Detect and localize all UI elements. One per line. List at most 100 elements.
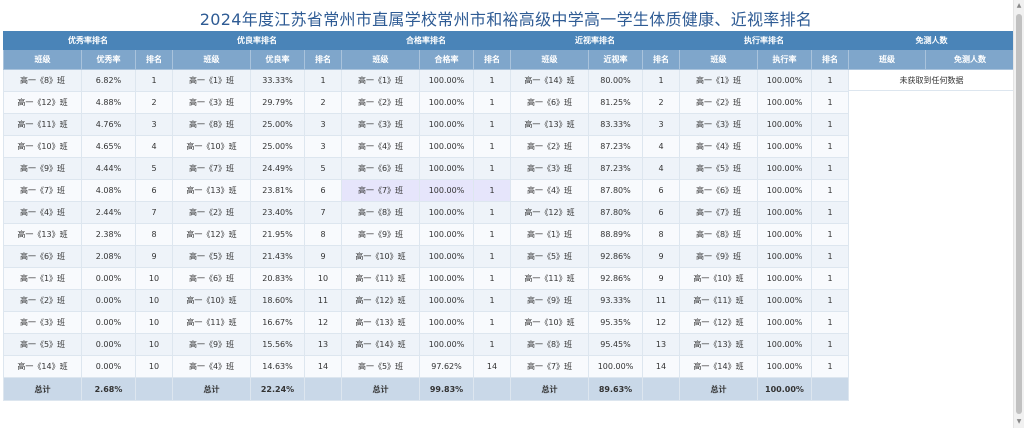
excellent-col-rate[interactable]: 优秀率 (81, 49, 136, 70)
table-row[interactable]: 高一《8》班 25.00% 3 (172, 113, 343, 136)
table-row[interactable]: 高一《13》班 100.00% 1 (341, 311, 512, 334)
table-row[interactable]: 高一《12》班 21.95% 8 (172, 223, 343, 246)
table-row[interactable]: 高一《7》班 100.00% 14 (510, 355, 681, 378)
table-row[interactable]: 高一《10》班 100.00% 1 (679, 267, 850, 290)
table-row[interactable]: 高一《13》班 100.00% 1 (679, 333, 850, 356)
table-row[interactable]: 高一《3》班 87.23% 4 (510, 157, 681, 180)
table-row[interactable]: 高一《7》班 100.00% 1 (341, 179, 512, 202)
table-row[interactable]: 高一《7》班 24.49% 5 (172, 157, 343, 180)
table-row[interactable]: 高一《3》班 100.00% 1 (341, 113, 512, 136)
table-row[interactable]: 高一《14》班 100.00% 1 (679, 355, 850, 378)
table-row[interactable]: 高一《7》班 100.00% 1 (679, 201, 850, 224)
table-row[interactable]: 高一《14》班 80.00% 1 (510, 69, 681, 92)
table-row[interactable]: 高一《6》班 100.00% 1 (341, 157, 512, 180)
table-row[interactable]: 高一《2》班 100.00% 1 (679, 91, 850, 114)
table-row[interactable]: 高一《5》班 21.43% 9 (172, 245, 343, 268)
table-row[interactable]: 高一《4》班 14.63% 14 (172, 355, 343, 378)
table-row[interactable]: 高一《6》班 100.00% 1 (679, 179, 850, 202)
good-col-rate[interactable]: 优良率 (250, 49, 305, 70)
table-row[interactable]: 高一《4》班 100.00% 1 (679, 135, 850, 158)
table-row[interactable]: 高一《4》班 100.00% 1 (341, 135, 512, 158)
table-row[interactable]: 高一《9》班 100.00% 1 (679, 245, 850, 268)
table-row[interactable]: 高一《6》班 81.25% 2 (510, 91, 681, 114)
table-row[interactable]: 高一《11》班 92.86% 9 (510, 267, 681, 290)
execution-col-rate[interactable]: 执行率 (757, 49, 812, 70)
table-row[interactable]: 高一《11》班 100.00% 1 (679, 289, 850, 312)
table-row[interactable]: 高一《11》班 100.00% 1 (341, 267, 512, 290)
table-row[interactable]: 高一《9》班 4.44% 5 (3, 157, 174, 180)
table-row[interactable]: 高一《9》班 15.56% 13 (172, 333, 343, 356)
table-row[interactable]: 高一《5》班 92.86% 9 (510, 245, 681, 268)
table-row[interactable]: 高一《11》班 4.76% 3 (3, 113, 174, 136)
execution-col-rank[interactable]: 排名 (810, 49, 850, 70)
table-row[interactable]: 高一《1》班 100.00% 1 (679, 69, 850, 92)
class-cell: 高一《2》班 (679, 91, 758, 114)
scroll-down-icon[interactable]: ▼ (1016, 418, 1022, 425)
table-row[interactable]: 高一《8》班 6.82% 1 (3, 69, 174, 92)
table-row[interactable]: 高一《6》班 20.83% 10 (172, 267, 343, 290)
table-row[interactable]: 高一《1》班 88.89% 8 (510, 223, 681, 246)
table-row[interactable]: 高一《5》班 97.62% 14 (341, 355, 512, 378)
table-row[interactable]: 高一《14》班 100.00% 1 (341, 333, 512, 356)
myopia-col-rate[interactable]: 近视率 (588, 49, 643, 70)
table-row[interactable]: 高一《7》班 4.08% 6 (3, 179, 174, 202)
rank-cell: 4 (641, 157, 681, 180)
table-row[interactable]: 高一《13》班 23.81% 6 (172, 179, 343, 202)
exempt-col-count[interactable]: 免测人数 (925, 49, 1015, 70)
table-row[interactable]: 高一《10》班 18.60% 11 (172, 289, 343, 312)
excellent-col-rank[interactable]: 排名 (134, 49, 174, 70)
table-row[interactable]: 高一《13》班 2.38% 8 (3, 223, 174, 246)
rate-cell: 100.00% (419, 91, 474, 114)
excellent-col-class[interactable]: 班级 (3, 49, 82, 70)
table-row[interactable]: 高一《10》班 95.35% 12 (510, 311, 681, 334)
table-row[interactable]: 高一《14》班 0.00% 10 (3, 355, 174, 378)
myopia-col-rank[interactable]: 排名 (641, 49, 681, 70)
table-row[interactable]: 高一《2》班 100.00% 1 (341, 91, 512, 114)
table-row[interactable]: 高一《10》班 100.00% 1 (341, 245, 512, 268)
table-row[interactable]: 高一《10》班 25.00% 3 (172, 135, 343, 158)
table-row[interactable]: 高一《5》班 0.00% 10 (3, 333, 174, 356)
vertical-scrollbar[interactable]: ▲ ▼ (1013, 0, 1024, 428)
table-row[interactable]: 高一《4》班 2.44% 7 (3, 201, 174, 224)
table-row[interactable]: 高一《2》班 87.23% 4 (510, 135, 681, 158)
pass-col-class[interactable]: 班级 (341, 49, 420, 70)
pass-col-rank[interactable]: 排名 (472, 49, 512, 70)
table-row[interactable]: 高一《1》班 100.00% 1 (341, 69, 512, 92)
good-col-class[interactable]: 班级 (172, 49, 251, 70)
table-row[interactable]: 高一《2》班 23.40% 7 (172, 201, 343, 224)
table-row[interactable]: 高一《12》班 87.80% 6 (510, 201, 681, 224)
table-row[interactable]: 高一《2》班 0.00% 10 (3, 289, 174, 312)
table-row[interactable]: 高一《3》班 0.00% 10 (3, 311, 174, 334)
myopia-col-class[interactable]: 班级 (510, 49, 589, 70)
rank-cell: 1 (472, 245, 512, 268)
table-row[interactable]: 高一《3》班 100.00% 1 (679, 113, 850, 136)
rate-cell: 4.65% (81, 135, 136, 158)
table-row[interactable]: 高一《12》班 100.00% 1 (679, 311, 850, 334)
table-row[interactable]: 高一《12》班 100.00% 1 (341, 289, 512, 312)
table-row[interactable]: 高一《11》班 16.67% 12 (172, 311, 343, 334)
execution-col-class[interactable]: 班级 (679, 49, 758, 70)
rate-cell: 100.00% (757, 289, 812, 312)
table-row[interactable]: 高一《12》班 4.88% 2 (3, 91, 174, 114)
table-row[interactable]: 高一《1》班 33.33% 1 (172, 69, 343, 92)
table-row[interactable]: 高一《5》班 100.00% 1 (679, 157, 850, 180)
table-row[interactable]: 高一《9》班 93.33% 11 (510, 289, 681, 312)
table-row[interactable]: 高一《8》班 95.45% 13 (510, 333, 681, 356)
scroll-thumb[interactable] (1016, 14, 1022, 414)
table-row[interactable]: 高一《10》班 4.65% 4 (3, 135, 174, 158)
table-row[interactable]: 高一《1》班 0.00% 10 (3, 267, 174, 290)
rank-cell: 6 (641, 201, 681, 224)
scroll-up-icon[interactable]: ▲ (1016, 2, 1022, 9)
table-row[interactable]: 高一《4》班 87.80% 6 (510, 179, 681, 202)
empty-message: 未获取到任何数据 (848, 69, 1015, 91)
good-table: 优良率排名 班级 优良率 排名 高一《1》班 33.33% 1 高一《3》班 29.79% 2 高一… (171, 31, 343, 401)
table-row[interactable]: 高一《13》班 83.33% 3 (510, 113, 681, 136)
table-row[interactable]: 高一《8》班 100.00% 1 (341, 201, 512, 224)
table-row[interactable]: 高一《9》班 100.00% 1 (341, 223, 512, 246)
pass-col-rate[interactable]: 合格率 (419, 49, 474, 70)
good-col-rank[interactable]: 排名 (303, 49, 343, 70)
table-row[interactable]: 高一《8》班 100.00% 1 (679, 223, 850, 246)
exempt-col-class[interactable]: 班级 (848, 49, 926, 70)
table-row[interactable]: 高一《3》班 29.79% 2 (172, 91, 343, 114)
table-row[interactable]: 高一《6》班 2.08% 9 (3, 245, 174, 268)
